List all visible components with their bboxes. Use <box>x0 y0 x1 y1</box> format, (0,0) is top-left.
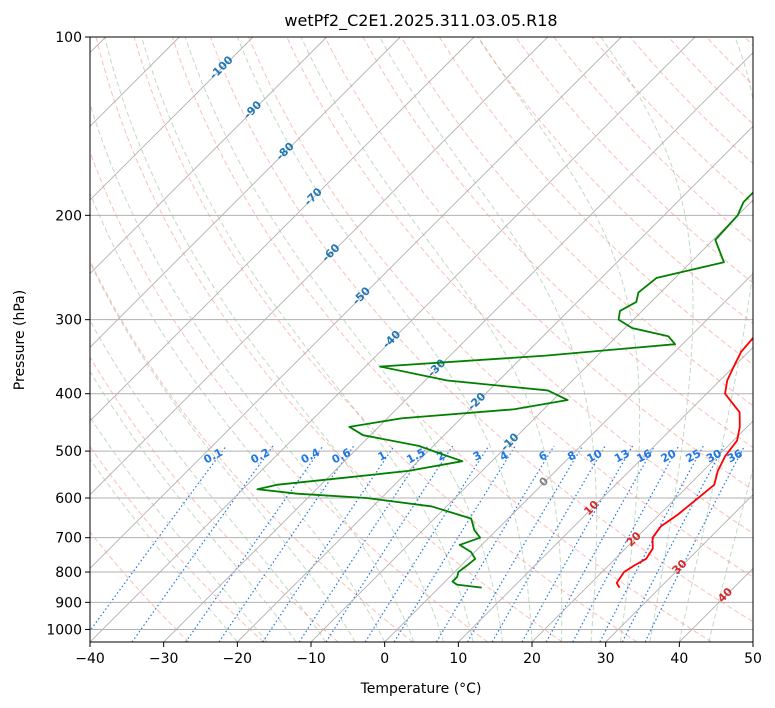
dry-adiabat <box>90 356 339 642</box>
isotherm-line <box>90 37 475 422</box>
dry-adiabat <box>324 37 753 491</box>
mixing-ratio-line <box>131 445 274 642</box>
mixing-ratio-line <box>491 445 606 642</box>
mixing-ratio-line <box>599 445 704 642</box>
mixing-ratio-line <box>521 445 634 642</box>
x-tick-label: 40 <box>670 651 688 667</box>
isotherm-line <box>90 37 327 275</box>
chart-title: wetPf2_C2E1.2025.311.03.05.R18 <box>284 11 557 31</box>
plot-area: 0.1 0.2 0.4 0.6 1 1.5 2 3 4 6 8 10 13 16 20 25 30 36-100-… <box>90 37 753 642</box>
x-tick-label: 30 <box>597 651 615 667</box>
plot-frame <box>89 36 754 643</box>
mixing-ratio-line <box>298 445 429 642</box>
dry-adiabat <box>286 37 753 534</box>
dry-adiabat <box>553 37 753 244</box>
x-tick-label: 50 <box>744 651 762 667</box>
isotherm-line <box>90 37 622 569</box>
moist-adiabat <box>184 37 504 642</box>
x-tick-label: −20 <box>223 651 253 667</box>
moist-adiabat <box>236 37 533 642</box>
moist-adiabat <box>90 261 356 642</box>
y-tick-label: 1000 <box>46 622 82 638</box>
mixing-ratio-line <box>644 445 746 642</box>
isotherm-line <box>384 273 753 642</box>
x-axis-label: Temperature (°C) <box>360 681 482 697</box>
x-tick-label: 0 <box>380 651 389 667</box>
x-tick-label: −30 <box>149 651 179 667</box>
y-axis-label: Pressure (hPa) <box>12 290 28 390</box>
mixing-ratio-label: 20 <box>659 447 679 466</box>
dry-adiabat <box>210 37 753 623</box>
mixing-ratio-label: 13 <box>612 447 632 466</box>
mixing-ratio-line <box>572 445 680 642</box>
mixing-ratio-line <box>325 445 454 642</box>
isotherm-line <box>90 37 401 348</box>
dry-adiabat <box>248 37 753 578</box>
profile-series <box>256 191 753 589</box>
dry-adiabat <box>90 259 414 642</box>
y-tick-label: 900 <box>55 595 82 611</box>
isotherm-line <box>90 37 254 201</box>
y-axis-ticks: 100 200 300 400 500 600 700 800 900 1000 <box>46 30 90 638</box>
isotherm-line <box>90 37 696 642</box>
isotherm-line <box>163 52 753 642</box>
mixing-ratio-label: 30 <box>704 447 724 466</box>
y-tick-label: 400 <box>55 387 82 403</box>
mixing-ratio-label: 36 <box>725 447 745 466</box>
x-axis-ticks: −40 −30 −20 −10 0 10 20 30 40 50 <box>75 642 762 667</box>
dry-adiabat <box>95 37 563 642</box>
y-tick-label: 200 <box>55 208 82 224</box>
mixing-ratio-line <box>364 445 490 642</box>
mixing-ratio-label: 25 <box>684 447 704 466</box>
dry-adiabat <box>90 531 190 642</box>
y-tick-label: 100 <box>55 30 82 46</box>
x-tick-label: −10 <box>296 651 326 667</box>
y-tick-label: 500 <box>55 444 82 460</box>
isotherm-line <box>310 199 753 642</box>
moist-adiabat <box>379 37 598 642</box>
isotherm-line <box>458 346 753 642</box>
moist-adiabat <box>141 37 474 642</box>
moist-adiabat <box>90 416 268 642</box>
y-tick-label: 600 <box>55 491 82 507</box>
mixing-ratio-line <box>262 445 395 642</box>
mixing-ratio-line <box>545 445 656 642</box>
isotherm-line <box>90 37 548 496</box>
x-tick-label: −40 <box>75 651 105 667</box>
mixing-ratio-label: 16 <box>634 447 654 466</box>
mixing-ratio-label: 10 <box>585 447 605 466</box>
isotherm-line <box>605 494 753 642</box>
dry-adiabat <box>439 37 753 366</box>
isotherm-line <box>531 420 753 642</box>
mixing-ratio-line <box>466 445 584 642</box>
moist-adiabat <box>90 319 327 642</box>
y-tick-label: 700 <box>55 531 82 547</box>
mixing-ratio-line <box>90 445 227 632</box>
moist-adiabat <box>90 458 238 642</box>
dry-adiabat <box>90 150 488 642</box>
dry-adiabat <box>133 37 638 642</box>
isotherms <box>90 37 753 642</box>
dry-adiabat <box>477 37 753 325</box>
isotherm-line <box>237 125 753 642</box>
y-tick-label: 300 <box>55 313 82 329</box>
moist-adiabat <box>600 37 694 642</box>
x-tick-label: 10 <box>449 651 467 667</box>
dry-adiabat <box>591 37 753 204</box>
dry-adiabat <box>171 37 712 642</box>
x-tick-label: 20 <box>523 651 541 667</box>
moist-adiabat <box>90 370 297 642</box>
dewpoint-profile <box>256 191 753 589</box>
temperature-profile <box>615 336 753 589</box>
moist-adiabat <box>104 37 445 642</box>
dry-adiabat <box>400 37 753 407</box>
moist-adiabat <box>90 102 415 642</box>
y-tick-label: 800 <box>55 565 82 581</box>
pressure-gridlines <box>90 37 753 630</box>
